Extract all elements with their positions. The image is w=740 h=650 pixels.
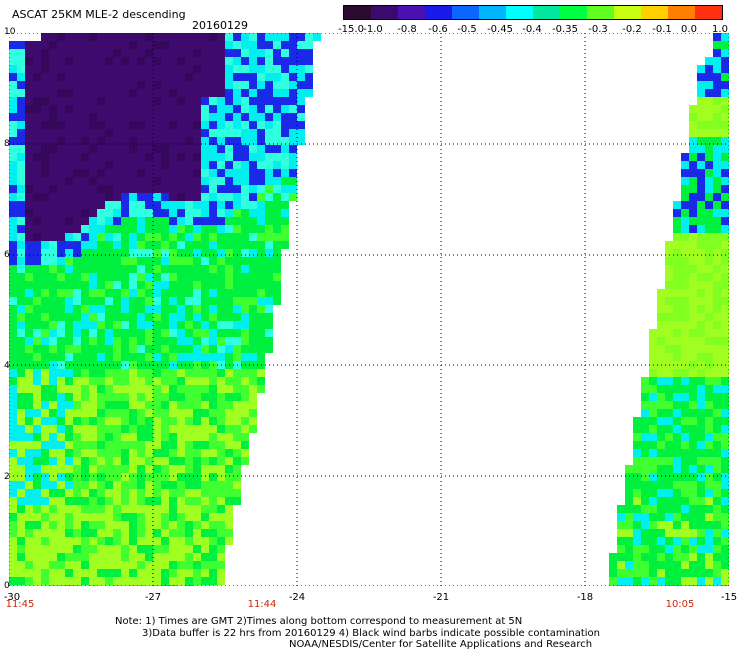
colorbar — [343, 5, 723, 20]
colorbar-swatch — [371, 6, 399, 19]
longitude-label: -27 — [144, 592, 162, 603]
time-label: 10:05 — [665, 599, 695, 610]
latitude-label: 2 — [4, 472, 10, 482]
colorbar-swatch — [506, 6, 534, 19]
colorbar-swatch — [560, 6, 588, 19]
colorbar-label: -0.8 — [397, 24, 417, 35]
longitude-label: -30 — [3, 592, 21, 603]
note-line-2: 3)Data buffer is 22 hrs from 20160129 4)… — [142, 628, 600, 639]
colorbar-label: -0.6 — [428, 24, 448, 35]
colorbar-label: -1.0 — [363, 24, 383, 35]
colorbar-label: -0.2 — [622, 24, 642, 35]
longitude-label: -24 — [288, 592, 306, 603]
colorbar-label: 1.0 — [712, 24, 728, 35]
colorbar-label: -0.35 — [552, 24, 578, 35]
latitude-label: 0 — [4, 581, 10, 591]
latitude-label: 4 — [4, 361, 10, 371]
map-title: ASCAT 25KM MLE-2 descending — [12, 8, 186, 21]
latitude-label: 6 — [4, 250, 10, 260]
colorbar-swatch — [479, 6, 507, 19]
swath-map — [9, 33, 729, 586]
note-line-3: NOAA/NESDIS/Center for Satellite Applica… — [289, 639, 593, 650]
colorbar-gradient — [344, 6, 722, 19]
colorbar-swatch — [452, 6, 480, 19]
colorbar-swatch — [533, 6, 561, 19]
colorbar-label: -0.5 — [457, 24, 477, 35]
latitude-label: 10 — [4, 27, 16, 37]
colorbar-swatch — [344, 6, 372, 19]
grid-lines — [9, 33, 729, 586]
colorbar-swatch — [641, 6, 669, 19]
latitude-label: 8 — [4, 139, 10, 149]
time-label: 11:45 — [5, 599, 35, 610]
colorbar-label: -0.1 — [652, 24, 672, 35]
swath-cells — [9, 33, 729, 586]
colorbar-label: -0.4 — [522, 24, 542, 35]
colorbar-swatch — [614, 6, 642, 19]
colorbar-swatch — [587, 6, 615, 19]
colorbar-label: -15.0 — [338, 24, 364, 35]
time-label: 11:44 — [247, 599, 277, 610]
map-date: 20160129 — [192, 19, 248, 32]
colorbar-label: 0.0 — [681, 24, 697, 35]
colorbar-swatch — [695, 6, 722, 19]
colorbar-swatch — [398, 6, 426, 19]
longitude-label: -21 — [432, 592, 450, 603]
note-line-1: Note: 1) Times are GMT 2)Times along bot… — [115, 616, 523, 627]
colorbar-label: -0.45 — [487, 24, 513, 35]
longitude-label: -18 — [576, 592, 594, 603]
colorbar-label: -0.3 — [588, 24, 608, 35]
colorbar-swatch — [425, 6, 453, 19]
colorbar-swatch — [668, 6, 696, 19]
longitude-label: -15 — [720, 592, 738, 603]
